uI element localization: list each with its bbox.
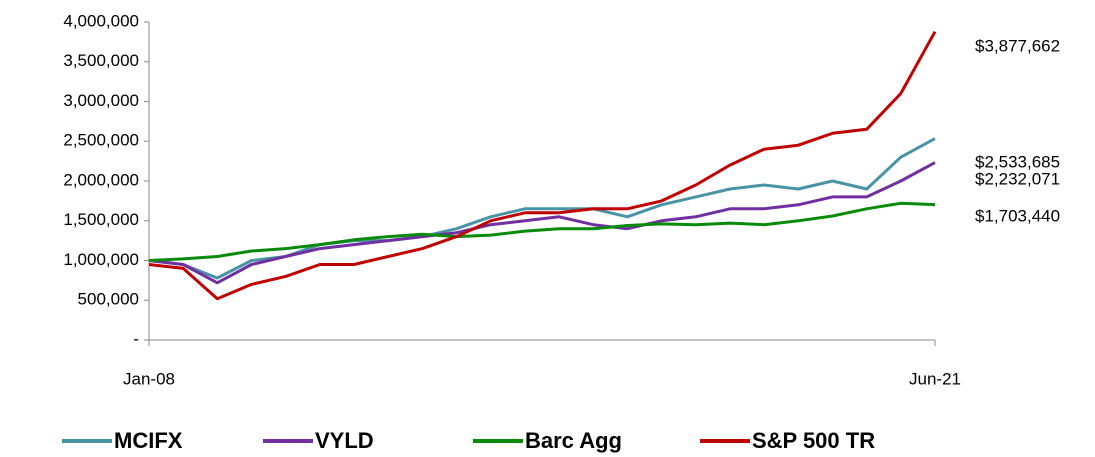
series-line	[148, 161, 936, 285]
end-value-label: $2,232,071	[975, 169, 1060, 188]
x-tick-label: Jan-08	[123, 369, 175, 388]
series-line	[148, 137, 936, 280]
series-line	[148, 30, 937, 301]
y-tick-label: -	[133, 329, 139, 348]
end-value-label: $2,533,685	[975, 152, 1060, 171]
y-tick-label: 1,000,000	[63, 250, 139, 269]
y-tick-label: 2,000,000	[63, 170, 139, 189]
y-tick-label: 1,500,000	[63, 210, 139, 229]
y-tick-label: 4,000,000	[63, 11, 139, 30]
y-tick-label: 2,500,000	[63, 131, 139, 150]
series-line	[148, 201, 936, 262]
y-tick-label: 3,500,000	[63, 51, 139, 70]
y-tick-label: 500,000	[78, 290, 139, 309]
legend-label: VYLD	[315, 428, 374, 453]
legend-label: S&P 500 TR	[752, 428, 875, 453]
end-value-label: $1,703,440	[975, 206, 1060, 225]
x-tick-label: Jun-21	[909, 369, 961, 388]
legend-label: Barc Agg	[525, 428, 622, 453]
end-value-label: $3,877,662	[975, 36, 1060, 55]
legend-label: MCIFX	[114, 428, 183, 453]
y-tick-label: 3,000,000	[63, 91, 139, 110]
